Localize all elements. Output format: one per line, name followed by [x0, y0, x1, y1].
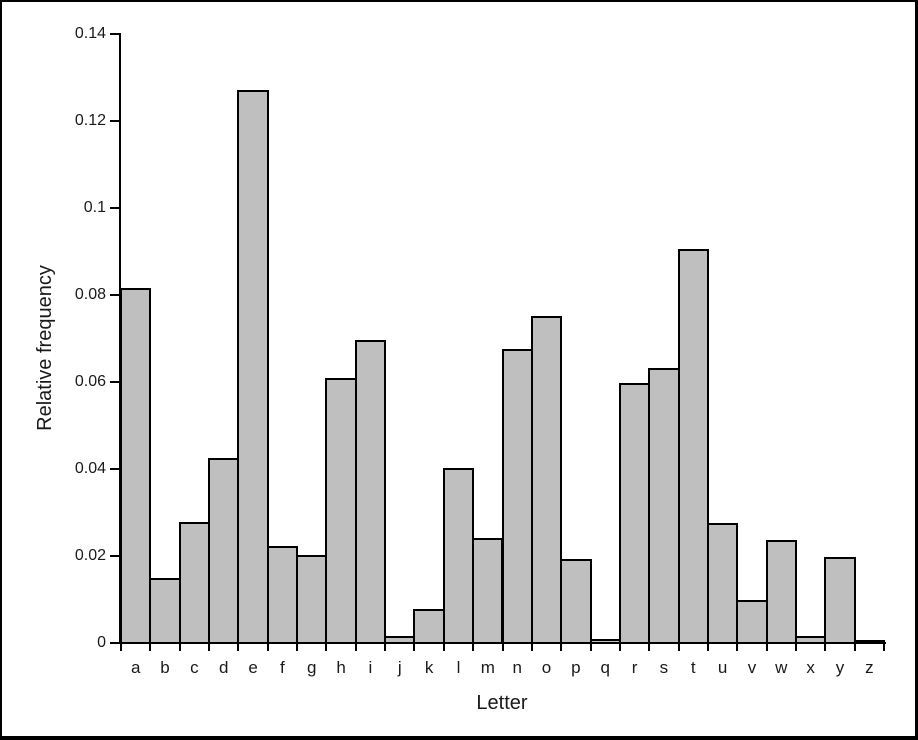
x-tick: [384, 643, 387, 651]
bar-f: [266, 546, 299, 644]
bar-w: [765, 540, 797, 644]
bar-r: [618, 382, 651, 644]
x-tick: [560, 643, 563, 651]
x-tick: [472, 643, 475, 651]
x-tick-label-n: n: [512, 658, 522, 677]
bar-e: [237, 90, 269, 644]
x-tick: [618, 643, 621, 651]
x-tick-label-a: a: [130, 658, 141, 677]
x-tick: [530, 643, 533, 651]
x-tick-label-q: q: [600, 658, 610, 677]
x-tick-label-r: r: [631, 658, 638, 677]
y-tick: [110, 381, 120, 383]
bar-h: [325, 377, 357, 644]
x-axis-title: Letter: [476, 692, 528, 714]
x-tick-label-u: u: [717, 658, 728, 677]
x-tick: [413, 643, 416, 651]
y-axis-title: Relative frequency: [34, 265, 56, 431]
x-tick: [266, 643, 269, 651]
x-tick-label-p: p: [571, 658, 581, 677]
x-tick-label-v: v: [747, 658, 757, 677]
y-tick: [110, 468, 120, 470]
bar-n: [501, 349, 533, 644]
x-tick: [178, 643, 181, 651]
x-tick-label-s: s: [659, 658, 669, 677]
y-axis-line: [119, 33, 121, 644]
y-tick-label: 0.14: [74, 25, 106, 42]
y-tick: [110, 555, 120, 557]
x-tick: [501, 643, 504, 651]
x-tick: [589, 643, 592, 651]
x-tick: [296, 643, 299, 651]
x-tick: [765, 643, 768, 651]
x-tick: [237, 643, 240, 651]
bar-d: [208, 457, 240, 644]
x-tick: [794, 643, 797, 651]
x-tick: [149, 643, 152, 651]
x-tick-label-y: y: [835, 658, 845, 677]
x-tick: [853, 643, 856, 651]
bar-o: [530, 316, 563, 644]
y-tick: [110, 642, 120, 644]
x-tick: [824, 643, 827, 651]
bar-y: [824, 557, 856, 644]
bar-s: [648, 367, 680, 644]
x-tick-label-b: b: [160, 658, 170, 677]
x-tick-label-k: k: [424, 658, 434, 677]
y-tick-label: 0.02: [74, 547, 106, 564]
bar-t: [677, 249, 709, 644]
y-tick: [110, 294, 120, 296]
bar-c: [178, 521, 211, 644]
x-tick-label-x: x: [806, 658, 815, 677]
x-tick: [706, 643, 709, 651]
bar-l: [442, 467, 475, 644]
x-tick-label-l: l: [456, 658, 461, 677]
x-tick: [208, 643, 211, 651]
x-tick-label-h: h: [336, 658, 346, 677]
y-tick: [110, 120, 120, 122]
bar-v: [736, 600, 768, 644]
bar-k: [413, 609, 445, 644]
x-tick-label-w: w: [775, 658, 788, 677]
x-tick: [677, 643, 680, 651]
x-tick-label-e: e: [248, 658, 258, 677]
y-tick: [110, 33, 120, 35]
x-axis-line: [119, 642, 886, 644]
bar-u: [706, 523, 739, 644]
x-tick-label-c: c: [190, 658, 199, 677]
y-tick-label: 0.12: [74, 112, 106, 129]
x-tick-label-i: i: [368, 658, 373, 677]
x-tick: [442, 643, 445, 651]
x-tick: [883, 643, 885, 651]
bar-p: [560, 559, 592, 644]
x-tick-label-g: g: [307, 658, 317, 677]
x-tick: [354, 643, 357, 651]
x-tick-label-m: m: [480, 658, 495, 677]
bar-b: [149, 578, 181, 644]
x-tick-label-f: f: [280, 658, 285, 677]
x-tick: [325, 643, 328, 651]
y-tick-label: 0: [97, 634, 106, 651]
x-tick-label-o: o: [541, 658, 552, 677]
y-tick-label: 0.06: [74, 373, 106, 390]
x-tick: [120, 643, 122, 651]
bar-i: [354, 339, 387, 644]
y-tick: [110, 207, 120, 209]
y-tick-label: 0.1: [83, 199, 106, 216]
y-tick-label: 0.04: [74, 460, 106, 477]
bar-a: [120, 287, 152, 644]
x-tick: [648, 643, 651, 651]
y-tick-label: 0.08: [74, 286, 106, 303]
x-tick-label-d: d: [218, 658, 229, 677]
x-tick-label-j: j: [397, 658, 402, 677]
bar-m: [472, 538, 504, 644]
x-tick-label-z: z: [865, 658, 874, 677]
x-tick-label-t: t: [690, 658, 696, 677]
bar-g: [296, 555, 328, 644]
x-tick: [736, 643, 739, 651]
